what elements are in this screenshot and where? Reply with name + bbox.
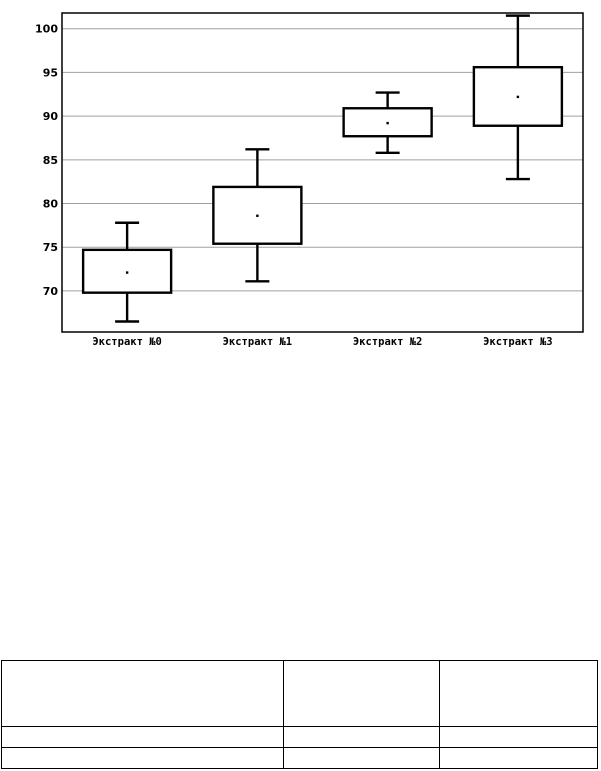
boxes — [81, 14, 564, 323]
table-cell — [283, 747, 440, 769]
x-axis-category-labels: Экстракт №0 Экстракт №1 Экстракт №2 Экстрак… — [92, 336, 552, 348]
mean-marker — [516, 95, 520, 99]
table-cell — [439, 660, 598, 727]
mean-marker — [256, 214, 259, 217]
data-table — [1, 660, 598, 769]
table-cell — [283, 660, 440, 727]
x-category-label: Экстракт №1 — [223, 336, 293, 348]
table-cell — [1, 660, 284, 727]
y-tick-label: 70 — [43, 285, 59, 298]
y-tick-label: 90 — [43, 110, 59, 123]
mean-marker — [125, 271, 129, 274]
table-cell — [1, 747, 284, 769]
table-row — [1, 726, 598, 748]
table-row — [1, 747, 598, 769]
y-tick-label: 75 — [43, 241, 58, 254]
table-cell — [439, 747, 598, 769]
table-cell — [283, 726, 440, 748]
box-1 — [212, 148, 303, 283]
y-tick-label: 100 — [35, 23, 58, 36]
y-axis-tick-labels: 70 75 80 85 90 95 100 — [35, 23, 58, 298]
plot-area-frame — [61, 12, 584, 333]
y-tick-label: 80 — [43, 198, 59, 211]
box-iqr — [81, 248, 173, 294]
y-tick-label: 85 — [43, 154, 58, 167]
x-category-label: Экстракт №0 — [92, 336, 162, 348]
box-2 — [342, 91, 433, 155]
table-cell — [1, 726, 284, 748]
box-3 — [472, 14, 564, 181]
x-category-label: Экстракт №3 — [483, 336, 553, 348]
gridlines — [62, 28, 583, 292]
mean-marker — [386, 121, 389, 125]
x-category-label: Экстракт №2 — [353, 336, 423, 348]
box-0 — [81, 221, 173, 323]
table-row — [1, 660, 598, 727]
table-cell — [439, 726, 598, 748]
y-tick-label: 95 — [43, 66, 58, 79]
table-body — [1, 660, 598, 769]
